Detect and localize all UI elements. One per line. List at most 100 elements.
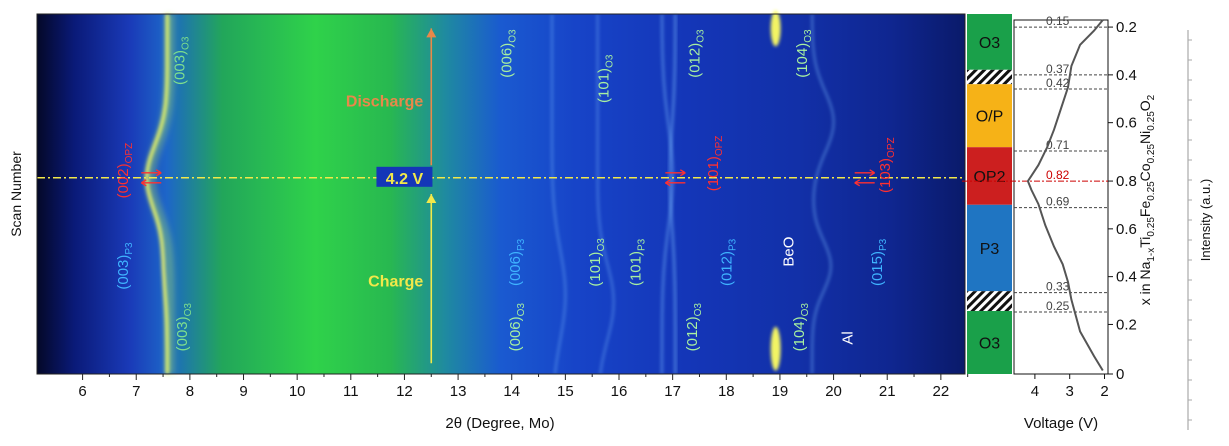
phase-band — [967, 14, 1012, 70]
peak-label-main: (006) — [499, 43, 516, 78]
peak-label-main: (012) — [719, 251, 736, 286]
x-tick-label: 9 — [239, 383, 247, 400]
intensity-axis-title: Intensity (a.u.) — [1198, 179, 1213, 261]
composition-subscript: 0.25 — [1146, 143, 1157, 163]
x-axis: 6 7 8 9 10 11 12 13 14 15 16 17 18 19 20 21 22 — [37, 373, 969, 400]
phase-band — [967, 69, 1012, 85]
x-tick-label: 22 — [933, 383, 950, 400]
streak-faint — [660, 14, 674, 374]
peak-label: (012)P3 — [719, 238, 739, 286]
peak-label-sub: O3 — [516, 303, 527, 317]
peak-label-main: (101) — [587, 252, 604, 287]
peak-label-sub: OPZ — [714, 136, 725, 157]
peak-label-main: (015) — [869, 251, 886, 286]
reference-label: 0.82 — [1046, 168, 1070, 182]
peak-label-sub: OPZ — [886, 137, 897, 158]
peak-label-main: (103) — [877, 158, 894, 193]
streak-003-glow — [145, 14, 175, 374]
phase-band-label: O3 — [979, 336, 1000, 353]
composition-subscript: 2 — [1146, 94, 1157, 100]
peak-label: (104)O3 — [791, 303, 811, 352]
peak-label-sub: P3 — [637, 238, 648, 251]
peak-label-sub: O3 — [696, 29, 707, 43]
peak-label-sub: O3 — [693, 303, 704, 317]
reference-label: 0.71 — [1046, 138, 1070, 152]
peak-label-sub: O3 — [803, 29, 814, 43]
peak-label-text: (003)O3 — [174, 303, 194, 352]
peak-label-text: (104)O3 — [794, 29, 814, 78]
y-axis-title: Scan Number — [8, 151, 24, 237]
plain-label-text: Al — [839, 331, 856, 344]
voltage-y-tick-label: 0 — [1116, 366, 1124, 383]
streak-faint — [810, 14, 835, 374]
voltage-y-tick-label: 0.6 — [1116, 221, 1137, 238]
peak-label-main: (002) — [115, 163, 132, 198]
phase-band — [967, 147, 1012, 205]
process-label: Charge — [368, 273, 423, 290]
peak-label: (101)O3 — [587, 238, 607, 287]
voltage-y-tick-label: 0.4 — [1116, 269, 1137, 286]
peak-label: (003)O3 — [174, 303, 194, 352]
opz-shift-arrow — [854, 169, 876, 177]
x-tick-label: 6 — [78, 383, 86, 400]
peak-label-main: (003) — [172, 50, 189, 85]
peak-label-main: (006) — [507, 251, 524, 286]
voltage-y-tick-label: 0.2 — [1116, 19, 1137, 36]
phase-band-label: OP2 — [973, 169, 1005, 186]
streak-faint — [550, 14, 567, 375]
reference-label: 0.42 — [1046, 76, 1070, 90]
composition-text: x in Na — [1137, 261, 1153, 305]
peak-label-text: (006)O3 — [507, 303, 527, 352]
reference-label: 0.69 — [1046, 195, 1070, 209]
peak-label: (003)O3 — [172, 36, 192, 85]
peak-label-sub: O3 — [800, 303, 811, 317]
peak-label-sub: P3 — [516, 238, 527, 251]
phase-band — [967, 291, 1012, 311]
peak-label: (101)O3 — [595, 54, 615, 103]
peak-label-text: (101)OPZ — [705, 136, 725, 192]
composition-text: O — [1137, 100, 1153, 111]
phase-band-label: O3 — [979, 35, 1000, 52]
peak-label-main: (101) — [628, 251, 645, 286]
peak-label-sub: OPZ — [124, 143, 135, 164]
peak-label: (002)OPZ — [115, 143, 135, 199]
opz-shift-arrow — [854, 179, 875, 187]
x-tick-label: 16 — [611, 383, 628, 400]
x-tick-label: 10 — [289, 383, 306, 400]
peak-label-text: (003)P3 — [115, 242, 135, 290]
reference-label: 0.15 — [1046, 14, 1070, 28]
opz-shift-arrow — [665, 169, 686, 177]
x-tick-label: 15 — [557, 383, 574, 400]
plain-label-text: BeO — [780, 237, 797, 267]
peak-label-sub: P3 — [124, 242, 135, 255]
peak-label: (103)OPZ — [877, 137, 897, 193]
peak-label-sub: P3 — [728, 238, 739, 251]
spot-104-bottom — [770, 326, 781, 371]
phase-band-label: P3 — [980, 241, 1000, 258]
peak-label-sub: O3 — [604, 54, 615, 68]
x-tick-label: 7 — [132, 383, 140, 400]
peak-label-text: (103)OPZ — [877, 137, 897, 193]
peak-label-text: (101)O3 — [595, 54, 615, 103]
plain-label: Al — [839, 331, 856, 344]
phase-band-label: O/P — [976, 109, 1004, 126]
peak-label: (101)P3 — [628, 238, 648, 286]
voltage-x-tick-label: 2 — [1100, 383, 1108, 400]
peak-label: (015)P3 — [869, 238, 889, 286]
peak-label-text: (012)O3 — [684, 303, 704, 352]
peak-label: (006)O3 — [507, 303, 527, 352]
peak-label: (006)P3 — [507, 238, 527, 286]
peak-label-text: (012)P3 — [719, 238, 739, 286]
peak-label-main: (104) — [791, 316, 808, 351]
voltage-y-tick-label: 0.4 — [1116, 67, 1137, 84]
peak-label-text: (003)O3 — [172, 36, 192, 85]
phase-band — [967, 204, 1012, 292]
composition-text: Co — [1137, 163, 1153, 181]
composition-axis-title: x in Na1-xTi0.25Fe0.25Co0.25Ni0.25O2 — [1137, 94, 1157, 305]
voltage-x-axis-title: Voltage (V) — [1024, 415, 1098, 432]
diffraction-streaks — [144, 10, 846, 375]
voltage-y-tick-label: 0.2 — [1116, 316, 1137, 333]
peak-label: (104)O3 — [794, 29, 814, 78]
